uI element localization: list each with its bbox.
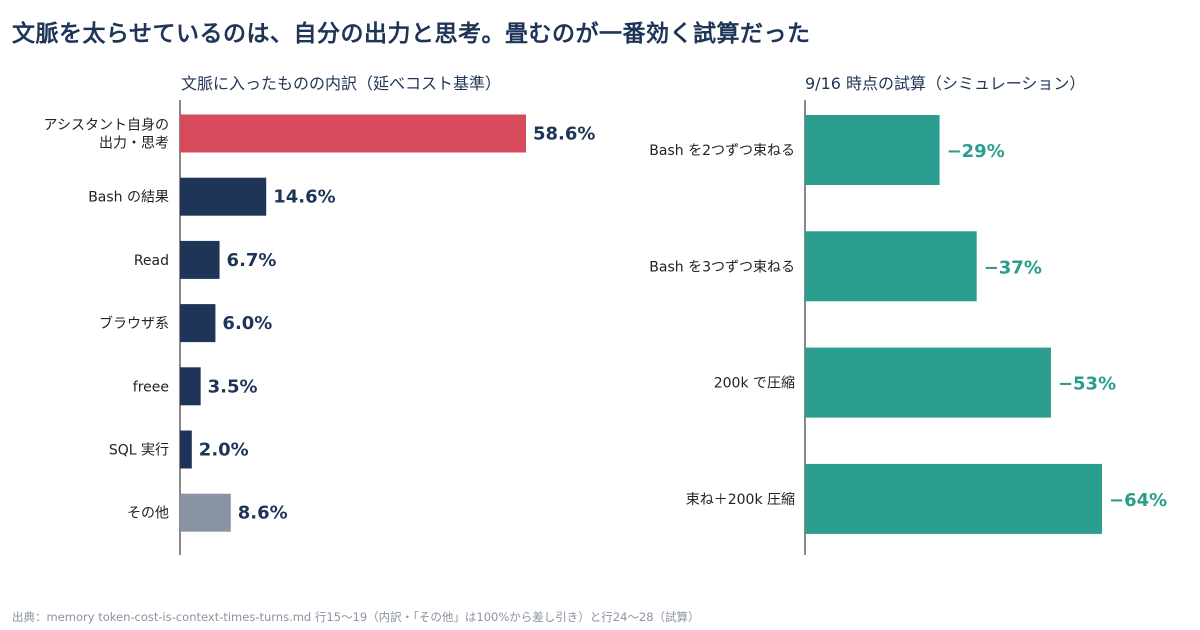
right-category-label-0: Bash を2つずつ束ねる	[649, 143, 795, 159]
left-category-label-0: アシスタント自身の出力・思考	[44, 118, 169, 152]
left-bar-3	[180, 304, 216, 343]
left-bar-0	[180, 114, 526, 153]
right-category-label-1: Bash を3つずつ束ねる	[649, 259, 795, 275]
left-bar-2	[180, 240, 220, 279]
left-bar-5	[180, 430, 192, 469]
left-category-label-6: その他	[127, 506, 169, 522]
right-bar-1	[805, 231, 977, 302]
left-bar-4	[180, 367, 201, 406]
right-bar-0	[805, 115, 940, 185]
left-category-label-2: Read	[134, 253, 169, 269]
left-value-label-6: 8.6%	[238, 503, 288, 524]
right-value-label-0: −29%	[947, 141, 1005, 162]
left-category-label-3: ブラウザ系	[99, 315, 169, 332]
right-value-label-1: −37%	[984, 257, 1042, 278]
left-value-label-1: 14.6%	[273, 187, 335, 208]
left-value-label-4: 3.5%	[208, 376, 258, 397]
right-value-label-2: −53%	[1058, 374, 1116, 395]
left-bar-1	[180, 177, 267, 216]
left-value-label-0: 58.6%	[533, 124, 595, 145]
right-bar-3	[805, 463, 1102, 534]
headline: 文脈を太らせているのは、自分の出力と思考。畳むのが一番効く試算だった	[12, 21, 811, 47]
right-value-label-3: −64%	[1109, 490, 1167, 511]
right-bar-2	[805, 347, 1051, 418]
left-bar-6	[180, 493, 231, 532]
left-category-label-1: Bash の結果	[88, 190, 169, 206]
right-category-label-3: 束ね＋200k 圧縮	[686, 492, 795, 508]
left-value-label-5: 2.0%	[199, 440, 249, 461]
left-category-label-4: freee	[133, 379, 169, 395]
left-value-label-2: 6.7%	[227, 250, 277, 271]
right-category-label-2: 200k で圧縮	[714, 376, 795, 392]
source-footnote: 出典：memory token-cost-is-context-times-tu…	[12, 610, 700, 624]
left-value-label-3: 6.0%	[222, 313, 272, 334]
right-chart-title: 9/16 時点の試算（シミュレーション）	[805, 74, 1086, 93]
left-chart-title: 文脈に入ったものの内訳（延べコスト基準）	[181, 74, 502, 93]
left-category-label-5: SQL 実行	[109, 443, 169, 459]
